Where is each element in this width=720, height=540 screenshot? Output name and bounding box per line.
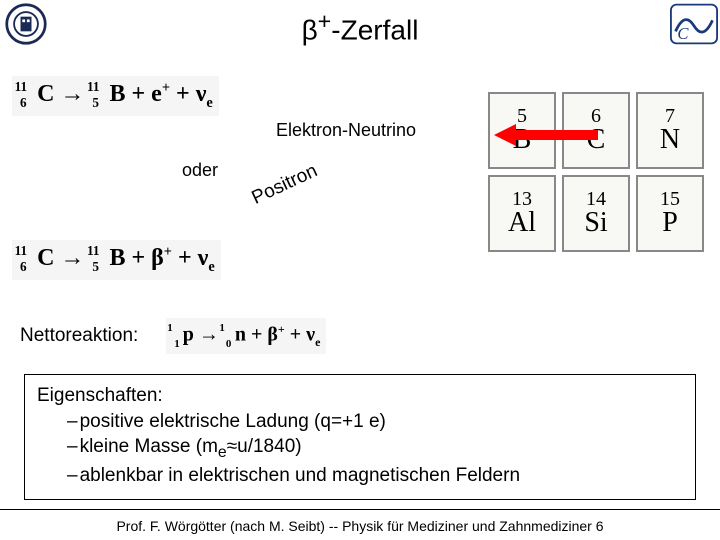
content-area: 611C → 511B + e+ + νe Elektron-Neutrino … <box>0 52 720 472</box>
institute-logo-icon: C <box>670 2 718 46</box>
svg-text:C: C <box>677 24 689 43</box>
properties-list: positive elektrische Ladung (q=+1 e) kle… <box>37 409 683 489</box>
equations-column: 611C → 511B + e+ + νe Elektron-Neutrino … <box>12 70 442 286</box>
list-item: ablenkbar in elektrischen und magnetisch… <box>67 463 683 489</box>
table-row: 13Al 14Si 15P <box>488 175 704 252</box>
slide-title: β+-Zerfall <box>50 2 670 46</box>
netto-reaction-row: Nettoreaktion: 11p → 01n + β+ + νe <box>20 312 326 360</box>
cell-P: 15P <box>636 175 704 252</box>
oder-label: oder <box>182 160 218 181</box>
properties-heading: Eigenschaften: <box>37 383 683 409</box>
elektron-neutrino-label: Elektron-Neutrino <box>276 120 416 141</box>
university-seal-icon <box>2 2 50 46</box>
footer-text: Prof. F. Wörgötter (nach M. Seibt) -- Ph… <box>0 518 720 534</box>
red-arrow-icon <box>494 122 598 148</box>
list-item: kleine Masse (me≈u/1840) <box>67 434 683 463</box>
equation-2: 611C → 511B + β+ + νe <box>12 240 221 280</box>
periodic-excerpt: 5B 6C 7N 13Al 14Si 15P <box>482 86 710 258</box>
netto-label: Nettoreaktion: <box>20 325 138 347</box>
periodic-table: 5B 6C 7N 13Al 14Si 15P <box>482 86 710 258</box>
cell-N: 7N <box>636 92 704 169</box>
header: β+-Zerfall C <box>0 0 720 52</box>
equation-1: 611C → 511B + e+ + νe <box>12 76 219 116</box>
properties-box: Eigenschaften: positive elektrische Ladu… <box>24 374 696 500</box>
cell-Si: 14Si <box>562 175 630 252</box>
equation-netto: 11p → 01n + β+ + νe <box>166 318 326 354</box>
list-item: positive elektrische Ladung (q=+1 e) <box>67 409 683 435</box>
footer-divider <box>0 509 720 510</box>
cell-Al: 13Al <box>488 175 556 252</box>
